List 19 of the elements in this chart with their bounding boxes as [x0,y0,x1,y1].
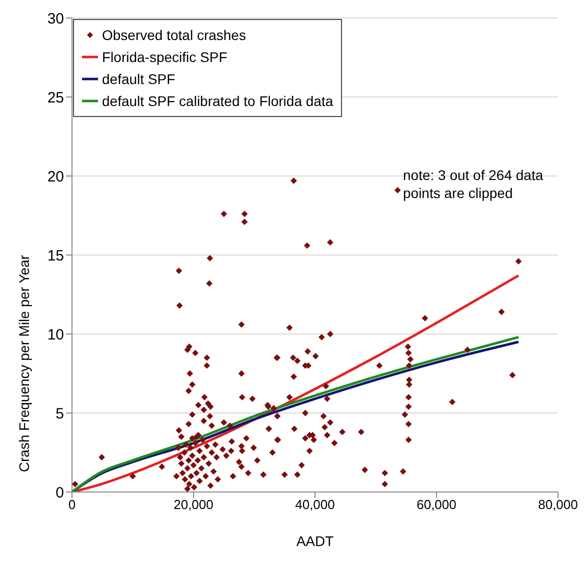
y-tick-label: 25 [47,89,64,106]
legend-label: Florida-specific SPF [102,48,228,67]
y-tick-label: 30 [47,10,64,28]
x-tick-label: 80,000 [538,497,578,512]
legend-label: default SPF [102,70,176,89]
x-tick-label: 20,000 [174,497,214,512]
legend-label: default SPF calibrated to Florida data [102,92,334,111]
y-tick-label: 10 [47,326,64,344]
x-tick-label: 40,000 [295,497,335,512]
y-tick-label: 15 [47,247,64,264]
legend-label: Observed total crashes [102,26,246,45]
x-tick-label: 60,000 [416,497,456,512]
x-tick-label: 0 [68,497,76,512]
y-axis-title: Crash Frequency per Mile per Year [16,254,32,472]
y-tick-label: 5 [56,405,64,422]
x-axis-title: AADT [296,533,334,549]
y-tick-label: 0 [56,484,64,502]
y-tick-label: 20 [47,168,64,186]
annotation: note: 3 out of 264 data points are clipped [403,166,544,202]
